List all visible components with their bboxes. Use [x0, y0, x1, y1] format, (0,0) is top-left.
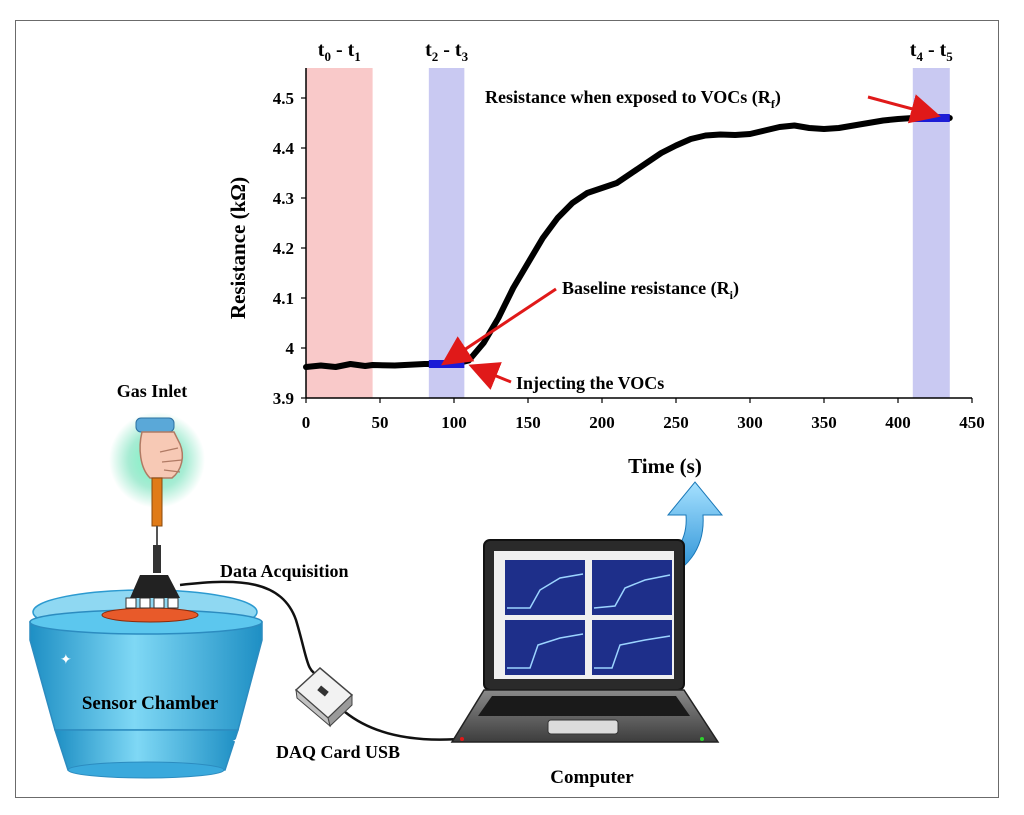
sensor-element [153, 597, 165, 609]
syringe-icon [151, 477, 163, 527]
x-tick-labels: 0 50 100 150 200 250 300 350 400 450 [302, 413, 985, 432]
laptop-computer: Computer [450, 539, 720, 788]
chamber-cap [130, 575, 180, 598]
screen-plots [505, 560, 672, 675]
y-tick-label: 4.5 [273, 89, 294, 108]
band-label: t0 - t1 [318, 39, 361, 64]
x-axis-label: Time (s) [628, 454, 702, 478]
x-tick-label: 200 [589, 413, 615, 432]
x-tick-label: 250 [663, 413, 689, 432]
chart-axes [301, 68, 973, 403]
daq-card: DAQ Card USB [276, 667, 400, 762]
gas-inlet-label: Gas Inlet [117, 381, 188, 401]
ri-annotation: Baseline resistance (Ri) [562, 278, 739, 302]
inject-annotation: Injecting the VOCs [516, 373, 664, 393]
y-axis-label: Resistance (kΩ) [226, 177, 250, 319]
sensor-element [139, 597, 151, 609]
x-tick-label: 300 [737, 413, 763, 432]
sensor-chamber: ✦ ✦ Sensor Chamber [29, 575, 263, 779]
measurement-highlights [428, 114, 950, 368]
gas-inlet-syringe: Gas Inlet [109, 381, 205, 573]
y-tick-label: 4.2 [273, 239, 294, 258]
y-tick-label: 4.3 [273, 189, 294, 208]
sensor-plate [101, 607, 199, 623]
band-label: t2 - t3 [425, 39, 469, 64]
y-tick-labels: 3.9 4 4.1 4.2 4.3 4.4 4.5 [273, 89, 295, 408]
hand-icon [139, 431, 184, 479]
x-tick-label: 350 [811, 413, 837, 432]
cable-chamber-daq [179, 580, 321, 678]
time-bands [306, 68, 950, 398]
computer-label: Computer [550, 767, 634, 788]
resistance-curve [303, 115, 953, 370]
daq-card-label: DAQ Card USB [276, 742, 400, 762]
y-tick-label: 4 [286, 339, 295, 358]
touchpad [547, 719, 619, 735]
band-label: t4 - t5 [910, 39, 954, 64]
svg-text:✦: ✦ [60, 653, 72, 668]
y-tick-label: 4.1 [273, 289, 294, 308]
time-band [428, 68, 465, 398]
figure-frame [15, 20, 999, 798]
inject-arrow [468, 362, 512, 390]
y-tick-label: 4.4 [273, 139, 295, 158]
time-band [306, 68, 373, 398]
x-tick-label: 400 [885, 413, 911, 432]
sensor-chamber-label: Sensor Chamber [82, 693, 219, 714]
svg-text:✦: ✦ [232, 734, 242, 748]
sensor-element [125, 597, 137, 609]
rf-arrow [867, 94, 941, 124]
x-tick-label: 450 [959, 413, 985, 432]
x-tick-label: 100 [441, 413, 467, 432]
inlet-tube [153, 545, 161, 573]
rf-annotation: Resistance when exposed to VOCs (Rf) [485, 87, 781, 111]
x-tick-label: 0 [302, 413, 311, 432]
x-tick-label: 150 [515, 413, 541, 432]
ri-arrow [441, 287, 557, 366]
sensor-element [167, 597, 179, 609]
keyboard [478, 696, 690, 716]
cable-daq-computer [344, 711, 471, 741]
resistance-chart: t0 - t1 t2 - t3 t4 - t5 0 50 100 150 200 250 300… [226, 39, 985, 478]
data-acquisition-label: Data Acquisition [220, 561, 349, 581]
x-tick-label: 50 [372, 413, 389, 432]
y-tick-label: 3.9 [273, 389, 294, 408]
sleeve-cuff [135, 417, 175, 433]
band-labels: t0 - t1 t2 - t3 t4 - t5 [318, 39, 954, 64]
